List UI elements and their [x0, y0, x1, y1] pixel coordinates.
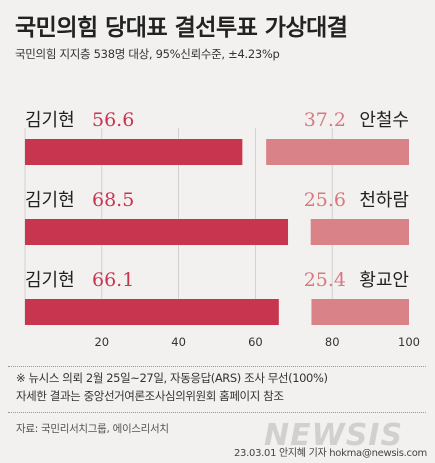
- left-value-label: 66.1: [92, 269, 134, 291]
- left-candidate-label: 김기현: [25, 110, 75, 131]
- right-value-label: 37.2: [304, 109, 346, 131]
- reference-note: 자세한 결과는 중앙선거여론조사심의위원회 홈페이지 참조: [16, 389, 284, 403]
- left-value-label: 68.5: [92, 189, 134, 211]
- chart-subtitle: 국민의힘 지지층 538명 대상, 95%신뢰수준, ±4.23%p: [15, 47, 280, 61]
- right-value-label: 25.6: [304, 189, 346, 211]
- left-value-label: 56.6: [92, 109, 134, 131]
- left-candidate-label: 김기현: [25, 190, 75, 211]
- survey-note: ※ 뉴시스 의뢰 2월 25일~27일, 자동응답(ARS) 조사 무선(100…: [16, 371, 328, 385]
- notes-box: [8, 366, 426, 413]
- x-tick-label: 100: [398, 335, 420, 349]
- right-bar: [310, 219, 409, 245]
- left-bar: [25, 299, 279, 325]
- x-tick-label: 20: [94, 335, 109, 349]
- right-bar: [266, 139, 409, 165]
- left-bar: [25, 219, 289, 245]
- right-candidate-label: 천하람: [359, 190, 409, 211]
- right-candidate-label: 황교안: [359, 270, 409, 291]
- right-bar: [311, 299, 409, 325]
- credit-text: 23.03.01 안지혜 기자 hokma@newsis.com: [234, 448, 427, 459]
- x-tick-label: 80: [325, 335, 340, 349]
- source-text: 자료: 국민리서치그룹, 에이스리서치: [16, 423, 169, 435]
- chart-title: 국민의힘 당대표 결선투표 가상대결: [15, 15, 348, 41]
- left-bar: [25, 139, 243, 165]
- right-candidate-label: 안철수: [359, 110, 409, 131]
- left-candidate-label: 김기현: [25, 270, 75, 291]
- x-tick-label: 60: [248, 335, 263, 349]
- newsis-watermark-logo: NEWSIS: [264, 418, 404, 453]
- right-value-label: 25.4: [304, 269, 346, 291]
- x-tick-label: 40: [171, 335, 186, 349]
